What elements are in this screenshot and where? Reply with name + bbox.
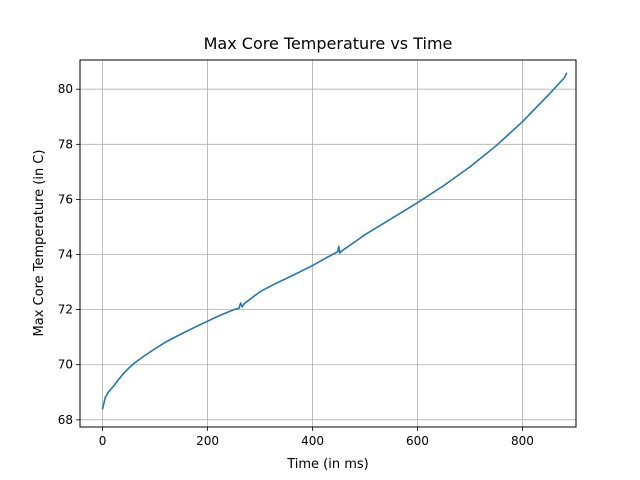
x-axis-label: Time (in ms) bbox=[286, 457, 369, 472]
y-tick-label: 68 bbox=[58, 413, 73, 427]
x-tick-label: 600 bbox=[406, 434, 429, 448]
x-tick-label: 200 bbox=[196, 434, 219, 448]
x-tick-label: 800 bbox=[511, 434, 534, 448]
y-tick-label: 80 bbox=[58, 82, 73, 96]
x-tick-label: 0 bbox=[99, 434, 107, 448]
y-axis-ticks: 68 70 72 74 76 78 80 bbox=[58, 82, 80, 427]
y-tick-label: 76 bbox=[58, 192, 73, 206]
x-tick-label: 400 bbox=[301, 434, 324, 448]
y-tick-label: 70 bbox=[58, 358, 73, 372]
series-line bbox=[101, 72, 568, 410]
plot-frame bbox=[79, 59, 577, 428]
grid-lines bbox=[80, 60, 576, 427]
y-tick-label: 78 bbox=[58, 137, 73, 151]
y-tick-label: 74 bbox=[58, 248, 73, 262]
y-tick-label: 72 bbox=[58, 303, 73, 317]
chart-title: Max Core Temperature vs Time bbox=[204, 34, 453, 53]
x-axis-ticks: 0 200 400 600 800 bbox=[99, 427, 534, 448]
y-axis-label: Max Core Temperature (in C) bbox=[32, 150, 47, 337]
series-layer bbox=[101, 72, 568, 410]
